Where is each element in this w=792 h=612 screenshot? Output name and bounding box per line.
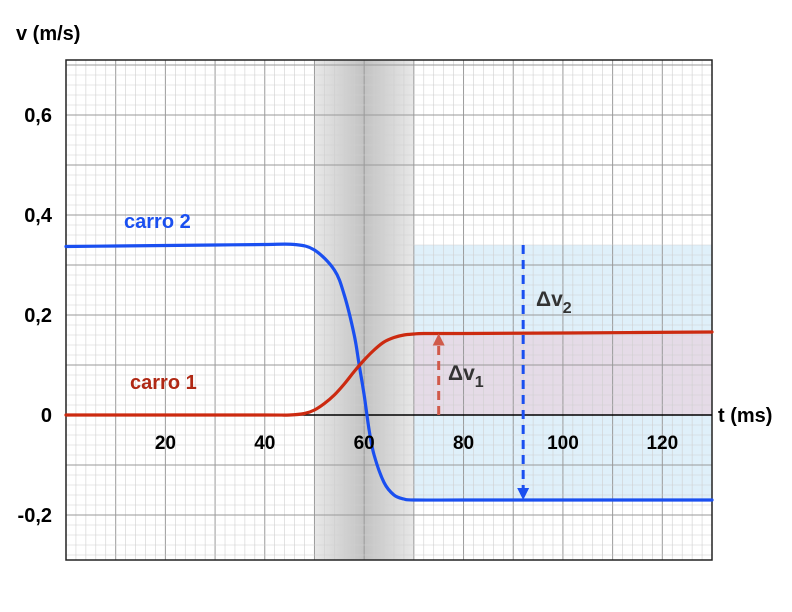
delta-v1-label: Δv1	[448, 362, 484, 391]
x-tick-label-120: 120	[646, 433, 678, 454]
series-lines	[64, 242, 714, 502]
labels: v (m/s) t (ms) carro 2 carro 1 Δv1 Δv2 2…	[16, 23, 772, 527]
y-tick-label-0: 0	[41, 405, 52, 427]
x-tick-label-60: 60	[354, 433, 375, 454]
delta-v2-arrow	[517, 245, 530, 500]
y-tick-label-0,4: 0,4	[24, 205, 53, 227]
series-label-carro-1: carro 1	[130, 372, 197, 394]
y-tick-label--0,2: -0,2	[18, 505, 52, 527]
series-line-carro-2	[64, 242, 714, 502]
y-tick-label-0,2: 0,2	[24, 305, 52, 327]
x-axis-label: t (ms)	[718, 405, 772, 427]
delta-v1-head	[432, 333, 445, 346]
plot-frame	[65, 59, 713, 561]
annotations	[432, 245, 530, 500]
y-axis-label: v (m/s)	[16, 23, 80, 45]
x-tick-label-80: 80	[453, 433, 474, 454]
series-label-carro-2: carro 2	[124, 211, 191, 233]
series-line-carro-1	[64, 330, 714, 417]
delta-v1-arrow	[432, 333, 445, 415]
x-tick-label-20: 20	[155, 433, 176, 454]
delta-v2-label: Δv2	[536, 288, 572, 317]
y-tick-label-0,6: 0,6	[24, 105, 52, 127]
grid	[66, 60, 712, 560]
x-tick-label-40: 40	[254, 433, 275, 454]
delta-v2-head	[517, 488, 530, 500]
x-tick-label-100: 100	[547, 433, 579, 454]
